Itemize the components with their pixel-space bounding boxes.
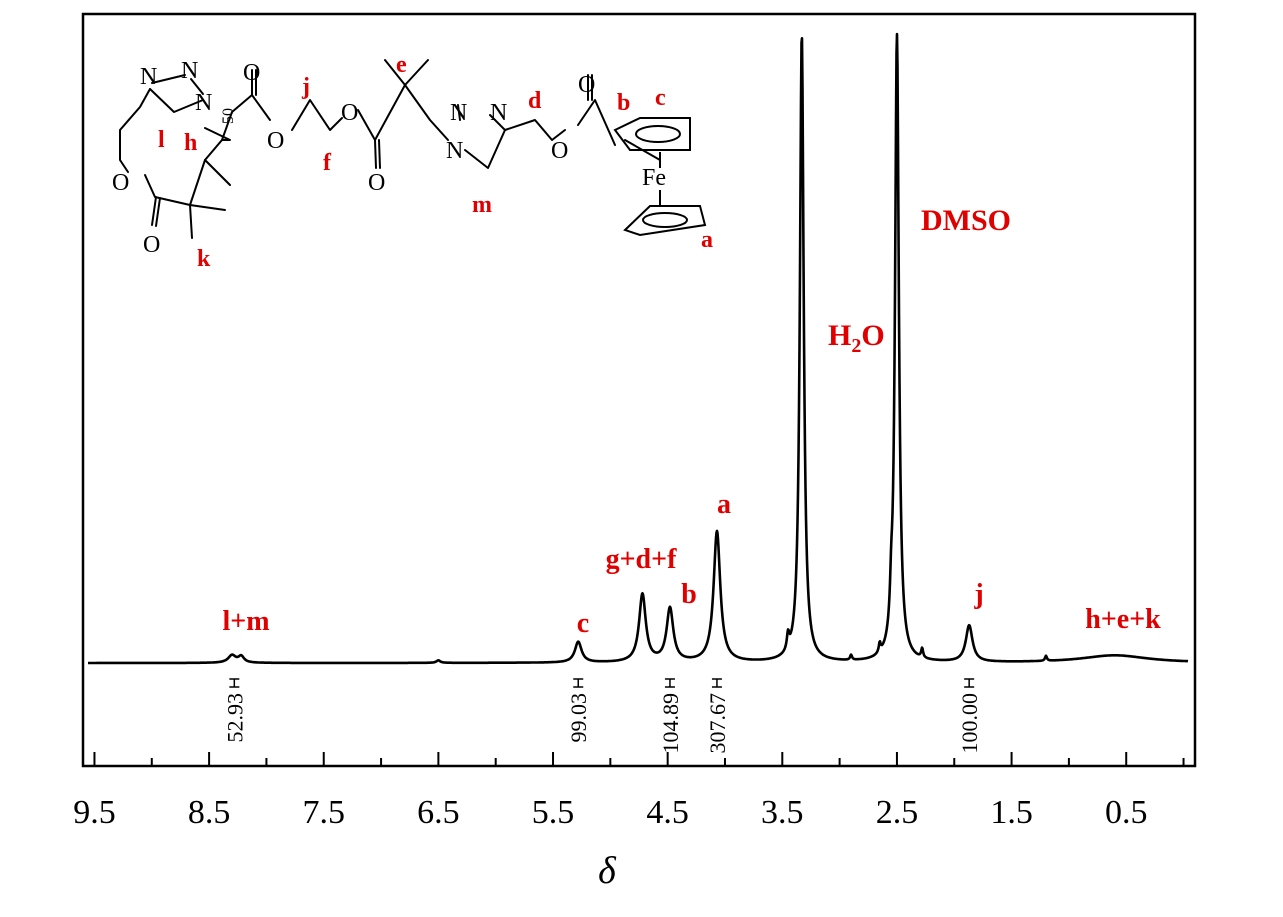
structure-label-k: k <box>197 246 211 272</box>
subscript-50: 50 <box>220 108 237 124</box>
atom-fe: Fe <box>642 165 666 191</box>
h2o-sub: 2 <box>851 335 861 357</box>
x-tick-label: 1.5 <box>990 794 1033 831</box>
atom-o6: O <box>368 170 385 196</box>
h2o-o: O <box>861 319 884 352</box>
x-axis-ticks <box>93 752 1185 766</box>
peak-label-h2o: H2O <box>828 319 885 357</box>
atom-o5: O <box>341 100 358 126</box>
atom-o2: O <box>143 232 160 258</box>
x-axis-title: δ <box>598 850 617 892</box>
ferrocene-rings <box>613 117 707 237</box>
peak-label-j: j <box>973 579 983 610</box>
x-tick-label: 6.5 <box>417 794 460 831</box>
peak-label-g-d-f: g+d+f <box>606 544 677 575</box>
structure-bonds <box>119 59 661 239</box>
chemical-structure: N N N 50 O O O O O O N N N O O Fe l h j … <box>112 52 713 272</box>
x-tick-label: 3.5 <box>761 794 804 831</box>
integral-value: 52.93 <box>222 693 247 743</box>
integral-marker: 99.03 <box>566 678 591 743</box>
peak-label-c: c <box>577 608 589 639</box>
peak-label-dmso: DMSO <box>921 204 1011 237</box>
structure-label-c: c <box>655 85 666 111</box>
structure-label-e: e <box>396 52 407 78</box>
integral-marker: 104.89 <box>658 678 683 754</box>
structure-label-l: l <box>158 127 165 153</box>
atom-n4: N <box>450 100 467 126</box>
integral-value: 307.67 <box>705 693 730 754</box>
x-tick-label: 7.5 <box>302 794 345 831</box>
integral-bracket <box>711 678 722 688</box>
x-tick-label: 9.5 <box>73 794 116 831</box>
integral-bracket <box>964 678 975 688</box>
peak-label-b: b <box>681 579 697 610</box>
structure-label-b: b <box>617 90 630 116</box>
atom-n5: N <box>490 100 507 126</box>
atom-o1: O <box>112 170 129 196</box>
atom-o7: O <box>551 138 568 164</box>
atom-o8: O <box>578 72 595 98</box>
structure-label-h: h <box>184 130 197 156</box>
integral-bracket <box>573 678 584 688</box>
x-tick-label: 4.5 <box>646 794 689 831</box>
atom-n1: N <box>140 64 157 90</box>
integral-marker: 307.67 <box>705 678 730 754</box>
atom-o3: O <box>243 60 260 86</box>
integral-value: 99.03 <box>566 693 591 743</box>
x-tick-label: 5.5 <box>532 794 575 831</box>
integral-marker: 52.93 <box>222 678 247 743</box>
atom-n6: N <box>446 138 463 164</box>
peak-label-a: a <box>717 489 731 520</box>
integral-marker: 100.00 <box>957 678 982 754</box>
structure-label-a: a <box>701 227 713 253</box>
structure-label-j: j <box>301 74 310 100</box>
integral-value: 104.89 <box>658 693 683 754</box>
x-tick-label: 0.5 <box>1105 794 1148 831</box>
atom-o4: O <box>267 128 284 154</box>
atom-n3: N <box>195 90 212 116</box>
peak-label-l-m: l+m <box>222 606 269 637</box>
x-tick-label: 2.5 <box>876 794 919 831</box>
integral-bracket <box>664 678 675 688</box>
structure-label-m: m <box>472 192 492 218</box>
integral-markers: 52.93 99.03 104.89 307.67 100.00 <box>222 678 982 754</box>
peak-label-h-e-k: h+e+k <box>1085 604 1161 635</box>
spectrum-trace <box>87 32 1189 665</box>
atom-n2: N <box>181 58 198 84</box>
x-tick-label: 8.5 <box>188 794 231 831</box>
integral-value: 100.00 <box>957 693 982 754</box>
x-axis-tick-labels: 9.5 8.5 7.5 6.5 5.5 4.5 3.5 2.5 1.5 0.5 <box>73 794 1147 831</box>
integral-bracket <box>229 678 240 688</box>
h2o-h: H <box>828 319 851 352</box>
plot-frame <box>81 12 1197 768</box>
structure-label-f: f <box>323 150 332 176</box>
structure-label-d: d <box>528 88 542 114</box>
